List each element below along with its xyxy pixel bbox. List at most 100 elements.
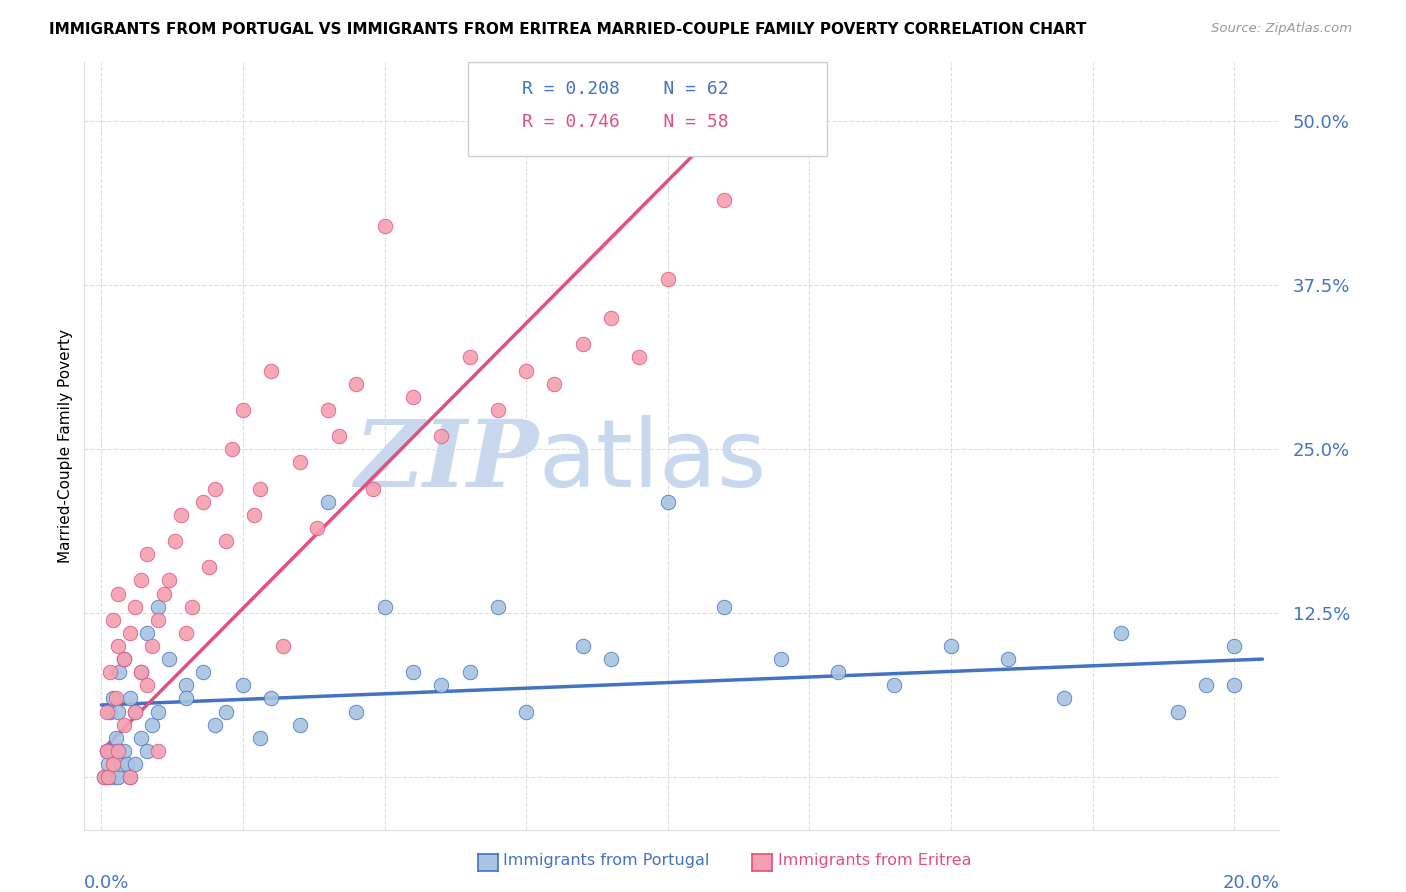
Point bbox=[328, 429, 350, 443]
Text: Immigrants from Portugal: Immigrants from Portugal bbox=[503, 854, 710, 868]
Point bbox=[176, 691, 198, 706]
Point bbox=[198, 560, 221, 574]
Text: IMMIGRANTS FROM PORTUGAL VS IMMIGRANTS FROM ERITREA MARRIED-COUPLE FAMILY POVERT: IMMIGRANTS FROM PORTUGAL VS IMMIGRANTS F… bbox=[49, 22, 1087, 37]
Point bbox=[243, 508, 266, 522]
Point bbox=[100, 744, 122, 758]
Point bbox=[215, 534, 238, 549]
Point bbox=[152, 586, 174, 600]
Point bbox=[430, 678, 453, 692]
Point bbox=[260, 363, 283, 377]
Point bbox=[141, 717, 163, 731]
Point bbox=[115, 756, 138, 771]
Point bbox=[118, 625, 141, 640]
Point bbox=[458, 351, 481, 365]
Point bbox=[232, 403, 254, 417]
Point bbox=[1223, 639, 1246, 653]
Text: Immigrants from Eritrea: Immigrants from Eritrea bbox=[778, 854, 972, 868]
Point bbox=[600, 652, 623, 666]
Point bbox=[883, 678, 905, 692]
Point bbox=[107, 744, 129, 758]
Point bbox=[118, 770, 141, 784]
Point bbox=[628, 351, 651, 365]
Point bbox=[458, 665, 481, 680]
Point bbox=[572, 337, 595, 351]
Point bbox=[305, 521, 328, 535]
Point bbox=[249, 482, 271, 496]
Point bbox=[96, 770, 118, 784]
Point bbox=[96, 744, 118, 758]
Point bbox=[124, 705, 146, 719]
Text: ZIP: ZIP bbox=[354, 417, 538, 507]
Point bbox=[515, 363, 537, 377]
Point bbox=[163, 534, 186, 549]
Point bbox=[108, 665, 131, 680]
Point bbox=[96, 744, 118, 758]
Point bbox=[118, 691, 141, 706]
Point bbox=[288, 455, 311, 469]
Point bbox=[181, 599, 204, 614]
Point bbox=[96, 705, 118, 719]
Y-axis label: Married-Couple Family Poverty: Married-Couple Family Poverty bbox=[58, 329, 73, 563]
Point bbox=[374, 219, 396, 234]
Point bbox=[1166, 705, 1188, 719]
Point bbox=[402, 390, 425, 404]
Point bbox=[215, 705, 238, 719]
Point bbox=[107, 770, 129, 784]
Point bbox=[93, 770, 115, 784]
Point bbox=[361, 482, 384, 496]
Point bbox=[1053, 691, 1076, 706]
Point bbox=[107, 586, 129, 600]
Point bbox=[316, 403, 339, 417]
Point bbox=[193, 494, 215, 508]
Text: Source: ZipAtlas.com: Source: ZipAtlas.com bbox=[1212, 22, 1353, 36]
Point bbox=[204, 717, 226, 731]
Point bbox=[176, 678, 198, 692]
Point bbox=[827, 665, 849, 680]
Point bbox=[124, 756, 146, 771]
Point bbox=[104, 731, 127, 745]
Point bbox=[101, 756, 124, 771]
Point bbox=[176, 625, 198, 640]
Point bbox=[141, 639, 163, 653]
Point bbox=[93, 770, 115, 784]
Point bbox=[107, 744, 129, 758]
Point bbox=[204, 482, 226, 496]
Point bbox=[232, 678, 254, 692]
Text: R = 0.208    N = 62: R = 0.208 N = 62 bbox=[522, 80, 728, 98]
Text: atlas: atlas bbox=[538, 416, 766, 508]
Text: 0.0%: 0.0% bbox=[84, 874, 129, 892]
Point bbox=[515, 705, 537, 719]
Point bbox=[129, 574, 152, 588]
Point bbox=[1195, 678, 1218, 692]
Point bbox=[107, 639, 129, 653]
Point bbox=[146, 744, 169, 758]
Point bbox=[103, 756, 125, 771]
Point bbox=[129, 665, 152, 680]
Point bbox=[101, 613, 124, 627]
Point bbox=[657, 494, 679, 508]
Point bbox=[1109, 625, 1132, 640]
Point bbox=[486, 403, 509, 417]
Point bbox=[112, 652, 135, 666]
Point bbox=[112, 717, 135, 731]
Point bbox=[374, 599, 396, 614]
Point bbox=[129, 731, 152, 745]
Point bbox=[713, 599, 735, 614]
Point bbox=[97, 770, 120, 784]
Point bbox=[402, 665, 425, 680]
Point bbox=[135, 547, 157, 561]
Point bbox=[169, 508, 191, 522]
Point bbox=[110, 756, 132, 771]
Point bbox=[124, 599, 146, 614]
Point bbox=[97, 756, 120, 771]
Point bbox=[316, 494, 339, 508]
Point bbox=[939, 639, 962, 653]
Point bbox=[157, 652, 180, 666]
Point bbox=[600, 311, 623, 326]
Point bbox=[135, 678, 157, 692]
Point bbox=[118, 770, 141, 784]
Point bbox=[124, 705, 146, 719]
Point bbox=[249, 731, 271, 745]
Point bbox=[193, 665, 215, 680]
Point bbox=[657, 272, 679, 286]
